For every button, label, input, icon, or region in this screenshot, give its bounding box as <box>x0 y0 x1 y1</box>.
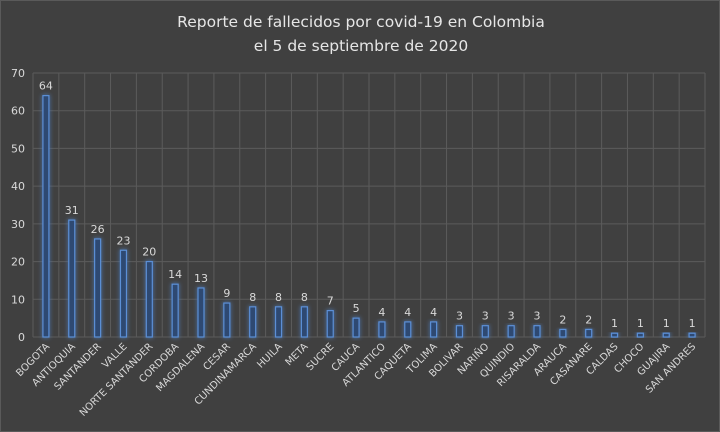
data-label: 20 <box>142 246 156 259</box>
y-tick-label: 60 <box>11 105 25 118</box>
data-label: 4 <box>430 306 437 319</box>
bar <box>300 306 308 338</box>
data-label: 8 <box>275 291 282 304</box>
data-label: 8 <box>249 291 256 304</box>
bar <box>507 325 515 338</box>
data-label: 1 <box>663 317 670 330</box>
bar <box>119 249 128 338</box>
y-tick-label: 30 <box>11 218 25 231</box>
bar <box>68 219 76 338</box>
data-label: 8 <box>301 291 308 304</box>
chart-title-line-1: Reporte de fallecidos por covid-19 en Co… <box>177 13 545 31</box>
bar <box>430 321 438 338</box>
bar <box>610 332 619 338</box>
bar <box>42 95 50 338</box>
data-label: 3 <box>456 310 463 323</box>
bar <box>171 283 179 338</box>
bar <box>688 332 696 338</box>
bar <box>274 306 283 338</box>
bar <box>249 306 257 338</box>
data-label: 7 <box>327 295 334 308</box>
bar <box>662 332 670 338</box>
y-tick-label: 40 <box>11 180 25 193</box>
data-label: 3 <box>508 310 515 323</box>
bar <box>455 325 464 338</box>
y-tick-label: 0 <box>18 331 25 344</box>
bar <box>352 317 360 338</box>
data-label: 1 <box>611 317 618 330</box>
bar <box>197 287 205 338</box>
data-label: 23 <box>116 234 130 247</box>
bar <box>378 321 386 338</box>
data-label: 9 <box>223 287 230 300</box>
bar <box>223 302 231 338</box>
bar <box>326 310 334 338</box>
bar <box>533 325 541 338</box>
data-label: 2 <box>559 313 566 326</box>
bar <box>145 260 153 338</box>
bar <box>481 325 489 338</box>
data-label: 4 <box>404 306 411 319</box>
chart-title-line-2: el 5 de septiembre de 2020 <box>253 37 469 55</box>
x-tick-label: SANTANDER <box>52 341 103 392</box>
data-label: 5 <box>353 302 360 315</box>
data-label: 13 <box>194 272 208 285</box>
data-label: 26 <box>91 223 105 236</box>
y-tick-label: 70 <box>11 67 25 80</box>
data-label: 1 <box>689 317 696 330</box>
data-label: 3 <box>534 310 541 323</box>
data-label: 2 <box>585 313 592 326</box>
data-label: 64 <box>39 80 53 93</box>
bar <box>94 238 102 338</box>
data-label: 3 <box>482 310 489 323</box>
data-label: 31 <box>65 204 79 217</box>
bar <box>585 328 593 338</box>
data-label: 4 <box>378 306 385 319</box>
bar <box>404 321 412 338</box>
x-tick-label: HUILA <box>255 341 284 370</box>
bar <box>636 332 644 338</box>
data-label: 1 <box>637 317 644 330</box>
data-label: 14 <box>168 268 182 281</box>
y-tick-label: 20 <box>11 256 25 269</box>
y-tick-label: 50 <box>11 142 25 155</box>
y-tick-label: 10 <box>11 293 25 306</box>
bar <box>559 328 567 338</box>
